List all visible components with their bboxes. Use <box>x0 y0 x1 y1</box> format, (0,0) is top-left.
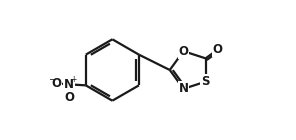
Text: N: N <box>64 78 74 91</box>
Text: N: N <box>178 82 189 95</box>
Text: −: − <box>48 74 55 83</box>
Text: O: O <box>51 77 61 90</box>
Text: S: S <box>201 75 210 88</box>
Text: +: + <box>70 75 76 84</box>
Text: O: O <box>64 91 74 104</box>
Text: O: O <box>178 45 189 58</box>
Text: O: O <box>213 43 223 56</box>
